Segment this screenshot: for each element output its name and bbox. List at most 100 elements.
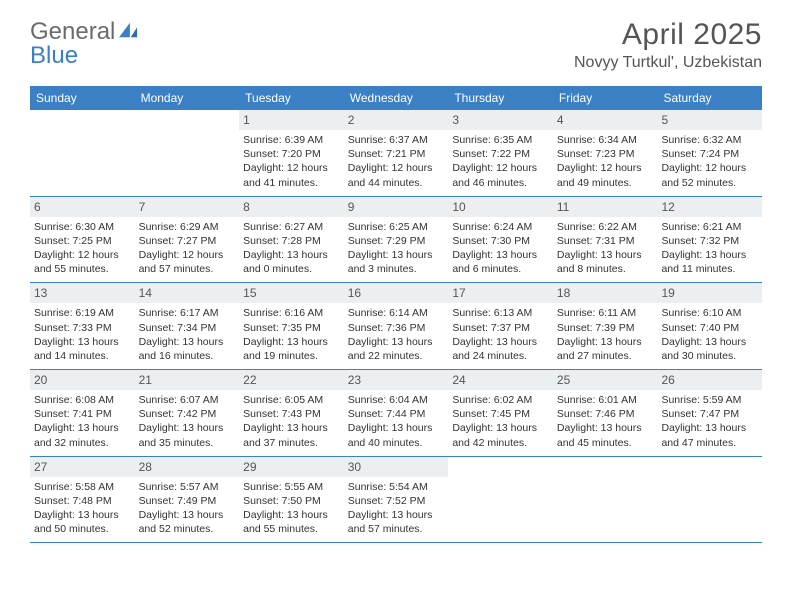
day-header: Saturday [657,86,762,110]
day-number: 29 [239,457,344,477]
day-number: 8 [239,197,344,217]
daylight1-line: Daylight: 12 hours [34,248,131,262]
calendar-cell: 17 Sunrise: 6:13 AMSunset: 7:37 PMDayligh… [448,283,553,369]
calendar-cell: 27Sunrise: 5:58 AMSunset: 7:48 PMDayligh… [30,457,135,543]
day-number: 12 [657,197,762,217]
daylight2-line: and 52 minutes. [661,176,758,190]
sunrise-line: Sunrise: 6:05 AM [243,393,340,407]
sunrise-line: Sunrise: 6:37 AM [348,133,445,147]
day-number: 16 [344,283,449,303]
daylight1-line: Daylight: 13 hours [452,248,549,262]
sunrise-line: Sunrise: 5:58 AM [34,480,131,494]
day-number: 30 [344,457,449,477]
calendar-cell: 8Sunrise: 6:27 AMSunset: 7:28 PMDaylight… [239,197,344,283]
sunrise-line: Sunrise: 5:54 AM [348,480,445,494]
logo: GeneralBlue [30,18,141,70]
day-number: 10 [448,197,553,217]
day-number [135,110,240,130]
day-details: Sunrise: 5:59 AMSunset: 7:47 PMDaylight:… [661,393,758,450]
day-header: Monday [135,86,240,110]
sunset-line: Sunset: 7:29 PM [348,234,445,248]
sunrise-line: Sunrise: 6:24 AM [452,220,549,234]
sunset-line: Sunset: 7:42 PM [139,407,236,421]
sunrise-line: Sunrise: 6:11 AM [557,306,654,320]
day-number: 14 [135,283,240,303]
calendar-cell: 13Sunrise: 6:19 AMSunset: 7:33 PMDayligh… [30,283,135,369]
day-number: 25 [553,370,658,390]
day-number: 19 [657,283,762,303]
calendar-cell: 26Sunrise: 5:59 AMSunset: 7:47 PMDayligh… [657,370,762,456]
sunset-line: Sunset: 7:21 PM [348,147,445,161]
daylight2-line: and 55 minutes. [243,522,340,536]
calendar-cell [553,457,658,543]
sunset-line: Sunset: 7:33 PM [34,321,131,335]
calendar-cell: 18Sunrise: 6:11 AMSunset: 7:39 PMDayligh… [553,283,658,369]
calendar-cell [30,110,135,196]
day-number: 27 [30,457,135,477]
day-number: 7 [135,197,240,217]
calendar-cell: 22Sunrise: 6:05 AMSunset: 7:43 PMDayligh… [239,370,344,456]
daylight2-line: and 44 minutes. [348,176,445,190]
sunset-line: Sunset: 7:45 PM [452,407,549,421]
day-details: Sunrise: 6:21 AMSunset: 7:32 PMDaylight:… [661,220,758,277]
sunrise-line: Sunrise: 6:07 AM [139,393,236,407]
sunrise-line: Sunrise: 6:21 AM [661,220,758,234]
daylight2-line: and 27 minutes. [557,349,654,363]
sunset-line: Sunset: 7:43 PM [243,407,340,421]
day-header: Wednesday [344,86,449,110]
day-details: Sunrise: 5:55 AMSunset: 7:50 PMDaylight:… [243,480,340,537]
day-number: 2 [344,110,449,130]
daylight2-line: and 16 minutes. [139,349,236,363]
day-number: 17 [448,283,553,303]
day-number: 21 [135,370,240,390]
daylight2-line: and 40 minutes. [348,436,445,450]
daylight2-line: and 35 minutes. [139,436,236,450]
day-number: 4 [553,110,658,130]
week-row: 6 Sunrise: 6:30 AMSunset: 7:25 PMDaylight… [30,197,762,284]
sunrise-line: Sunrise: 6:04 AM [348,393,445,407]
calendar-cell: 19Sunrise: 6:10 AMSunset: 7:40 PMDayligh… [657,283,762,369]
sunset-line: Sunset: 7:52 PM [348,494,445,508]
day-number: 24 [448,370,553,390]
daylight2-line: and 30 minutes. [661,349,758,363]
day-details: Sunrise: 6:02 AMSunset: 7:45 PMDaylight:… [452,393,549,450]
calendar-cell [448,457,553,543]
day-details: Sunrise: 6:19 AMSunset: 7:33 PMDaylight:… [34,306,131,363]
daylight1-line: Daylight: 13 hours [348,335,445,349]
daylight1-line: Daylight: 13 hours [34,335,131,349]
daylight2-line: and 57 minutes. [348,522,445,536]
daylight1-line: Daylight: 13 hours [557,248,654,262]
daylight2-line: and 47 minutes. [661,436,758,450]
day-details: Sunrise: 6:25 AMSunset: 7:29 PMDaylight:… [348,220,445,277]
day-details: Sunrise: 6:13 AMSunset: 7:37 PMDaylight:… [452,306,549,363]
daylight1-line: Daylight: 13 hours [139,508,236,522]
day-details: Sunrise: 6:11 AMSunset: 7:39 PMDaylight:… [557,306,654,363]
daylight1-line: Daylight: 13 hours [452,335,549,349]
day-details: Sunrise: 6:08 AMSunset: 7:41 PMDaylight:… [34,393,131,450]
daylight1-line: Daylight: 12 hours [661,161,758,175]
calendar-cell: 11Sunrise: 6:22 AMSunset: 7:31 PMDayligh… [553,197,658,283]
daylight1-line: Daylight: 13 hours [348,508,445,522]
sunrise-line: Sunrise: 6:35 AM [452,133,549,147]
day-details: Sunrise: 6:17 AMSunset: 7:34 PMDaylight:… [139,306,236,363]
daylight1-line: Daylight: 13 hours [452,421,549,435]
sunset-line: Sunset: 7:41 PM [34,407,131,421]
day-number [30,110,135,130]
daylight2-line: and 22 minutes. [348,349,445,363]
sunrise-line: Sunrise: 6:02 AM [452,393,549,407]
day-number: 6 [30,197,135,217]
sunset-line: Sunset: 7:22 PM [452,147,549,161]
daylight1-line: Daylight: 13 hours [348,248,445,262]
daylight2-line: and 24 minutes. [452,349,549,363]
sunset-line: Sunset: 7:25 PM [34,234,131,248]
day-details: Sunrise: 6:34 AMSunset: 7:23 PMDaylight:… [557,133,654,190]
daylight2-line: and 3 minutes. [348,262,445,276]
calendar-cell: 20Sunrise: 6:08 AMSunset: 7:41 PMDayligh… [30,370,135,456]
daylight1-line: Daylight: 13 hours [661,335,758,349]
sunrise-line: Sunrise: 6:10 AM [661,306,758,320]
calendar-cell: 7Sunrise: 6:29 AMSunset: 7:27 PMDaylight… [135,197,240,283]
daylight1-line: Daylight: 13 hours [243,421,340,435]
day-details: Sunrise: 6:14 AMSunset: 7:36 PMDaylight:… [348,306,445,363]
day-details: Sunrise: 6:30 AMSunset: 7:25 PMDaylight:… [34,220,131,277]
day-number [448,457,553,477]
